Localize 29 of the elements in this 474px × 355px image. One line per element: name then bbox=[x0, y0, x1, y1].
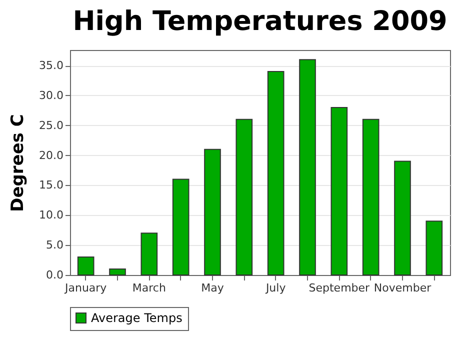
bar bbox=[267, 71, 284, 276]
y-tick-label: 35.0 bbox=[39, 59, 64, 72]
bar bbox=[204, 148, 221, 276]
x-tick-label: January bbox=[64, 282, 108, 294]
bar bbox=[394, 160, 411, 276]
chart-title: High Temperatures 2009 bbox=[72, 6, 448, 37]
bar bbox=[299, 59, 316, 276]
x-tick-label: May bbox=[201, 282, 224, 294]
x-tick-label: September bbox=[308, 282, 370, 294]
bar bbox=[330, 106, 348, 276]
y-tick-label: 30.0 bbox=[39, 88, 64, 102]
bar bbox=[362, 118, 380, 276]
y-tick-label: 25.0 bbox=[39, 118, 64, 132]
legend-label: Average Temps bbox=[91, 311, 182, 325]
x-tick-label: November bbox=[374, 282, 432, 294]
bar bbox=[140, 232, 158, 276]
bar bbox=[236, 118, 253, 276]
y-tick-label: 20.0 bbox=[39, 148, 64, 162]
y-tick-label: 5.0 bbox=[46, 238, 64, 252]
x-tick-label: July bbox=[264, 282, 286, 294]
bar bbox=[172, 178, 190, 276]
bar bbox=[109, 268, 126, 276]
y-axis-title: Degrees C bbox=[8, 114, 28, 212]
y-tick-label: 0.0 bbox=[46, 268, 64, 282]
y-tick-label: 10.0 bbox=[39, 208, 64, 222]
bar bbox=[426, 220, 443, 276]
x-tick-label: March bbox=[132, 282, 166, 294]
bar bbox=[77, 256, 94, 276]
y-tick-label: 15.0 bbox=[39, 178, 64, 192]
